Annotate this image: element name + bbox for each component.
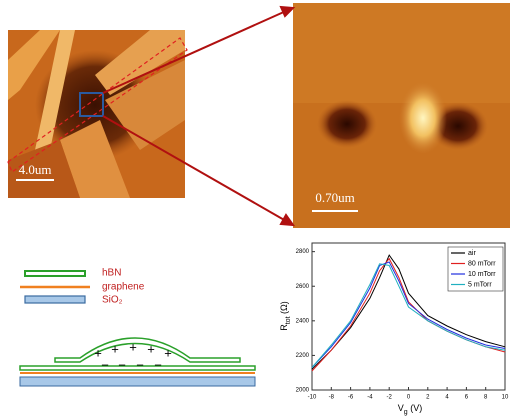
positive-charge: +	[94, 345, 102, 360]
legend-label: 80 mTorr	[468, 260, 496, 267]
x-tick-label: 2	[426, 395, 430, 401]
y-tick-label: 2400	[296, 318, 310, 324]
x-tick-label: 4	[445, 395, 449, 401]
sio2-layer	[19, 376, 256, 387]
series-line	[311, 263, 506, 368]
legend-label: hBN	[102, 268, 121, 279]
negative-charge: −	[154, 357, 162, 372]
x-tick-label: -8	[329, 395, 335, 401]
afm-zoom-image	[293, 3, 510, 228]
legend-box	[447, 246, 504, 292]
x-tick-label: 10	[502, 395, 509, 401]
arrow-head	[279, 5, 296, 18]
afm-flake	[60, 120, 130, 198]
legend-label: 10 mTorr	[468, 271, 496, 278]
x-tick-label: -2	[387, 395, 393, 401]
y-tick-label: 2800	[296, 249, 310, 255]
negative-charge: −	[101, 357, 109, 372]
y-tick-label: 2000	[296, 388, 310, 394]
sio2-swatch	[24, 295, 86, 304]
hbn-swatch	[24, 270, 86, 277]
positive-charge: +	[129, 339, 137, 354]
x-tick-label: 8	[484, 395, 488, 401]
legend-label: graphene	[102, 282, 145, 293]
legend-label: air	[468, 250, 476, 257]
positive-charge: +	[147, 341, 155, 356]
afm-dark-spot	[317, 100, 377, 148]
series-line	[311, 261, 506, 368]
legend-label: SiO₂	[102, 295, 123, 306]
x-label-main: V	[398, 403, 404, 413]
hbn-bottom	[19, 365, 256, 371]
y-tick-label: 2200	[296, 353, 310, 359]
x-axis-label: Vg (V)	[398, 403, 422, 415]
afm-flake	[8, 140, 80, 198]
y-tick-label: 2600	[296, 284, 310, 290]
x-label-sub: g	[404, 409, 408, 416]
arrow	[102, 10, 287, 94]
y-label-unit: (Ω)	[279, 301, 289, 316]
dashed-outline	[7, 37, 188, 173]
y-label-sub: tot	[285, 316, 292, 324]
afm-flake	[8, 30, 60, 100]
y-axis-label: Rtot (Ω)	[279, 301, 291, 331]
afm-large-image	[8, 30, 185, 198]
arrow	[102, 115, 287, 222]
x-tick-label: 6	[465, 395, 469, 401]
positive-charge: +	[164, 345, 172, 360]
negative-charge: −	[136, 357, 144, 372]
scale-label: 0.70um	[315, 190, 354, 205]
legend-label: 5 mTorr	[468, 281, 492, 288]
zoom-box	[79, 92, 104, 117]
x-tick-label: -4	[367, 395, 373, 401]
series-line	[311, 254, 506, 370]
zoom-arrows	[102, 5, 296, 227]
charges: + + + + + − − − −	[94, 339, 172, 372]
chart: Vg (V) Rtot (Ω) 2000 2200 2400 2600 2800 -10 -…	[279, 242, 509, 416]
negative-charge: −	[118, 357, 126, 372]
afm-flake	[95, 30, 185, 95]
positive-charge: +	[111, 341, 119, 356]
hbn-top	[54, 337, 241, 363]
x-tick-label: -6	[348, 395, 354, 401]
arrow-head	[279, 213, 296, 227]
x-tick-label: 0	[407, 395, 411, 401]
x-tick-label: -10	[308, 395, 317, 401]
y-label-main: R	[279, 324, 289, 331]
afm-shade	[293, 3, 510, 103]
scale-label: 4.0um	[19, 162, 52, 177]
x-label-unit: (V)	[408, 403, 423, 413]
afm-bright-spot	[399, 82, 447, 154]
